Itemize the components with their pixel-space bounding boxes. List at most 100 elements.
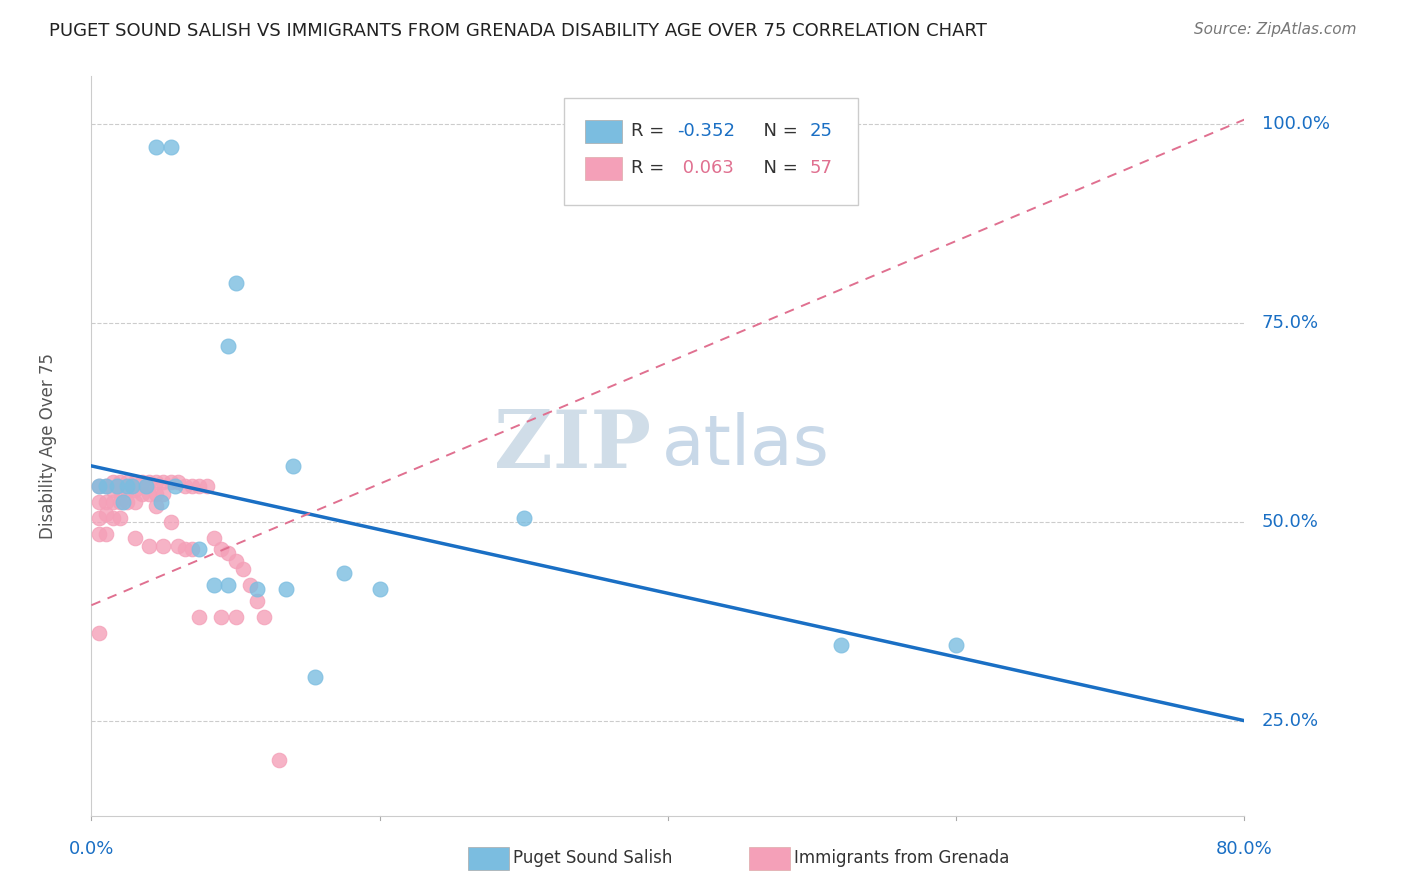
Text: -0.352: -0.352	[678, 122, 735, 140]
Text: 0.063: 0.063	[678, 160, 734, 178]
Point	[117, 494, 139, 508]
Point	[217, 546, 239, 560]
Text: PUGET SOUND SALISH VS IMMIGRANTS FROM GRENADA DISABILITY AGE OVER 75 CORRELATION: PUGET SOUND SALISH VS IMMIGRANTS FROM GR…	[49, 22, 987, 40]
Point	[94, 507, 117, 521]
Text: ZIP: ZIP	[494, 407, 651, 485]
Point	[217, 339, 239, 353]
Point	[217, 578, 239, 592]
Point	[145, 140, 167, 154]
Point	[138, 487, 160, 501]
Point	[101, 494, 124, 508]
Point	[163, 479, 186, 493]
Point	[145, 499, 167, 513]
Point	[117, 483, 139, 497]
Point	[209, 610, 232, 624]
Point	[149, 494, 172, 508]
Point	[87, 494, 110, 508]
Point	[94, 479, 117, 493]
Point	[166, 475, 188, 489]
Point	[225, 610, 247, 624]
Point	[145, 487, 167, 501]
Point	[135, 479, 157, 493]
Point	[267, 754, 290, 768]
Text: 50.0%: 50.0%	[1261, 513, 1319, 531]
Point	[188, 610, 211, 624]
Text: 57: 57	[810, 160, 832, 178]
Point	[945, 638, 967, 652]
Point	[188, 542, 211, 557]
Point	[159, 515, 181, 529]
Point	[124, 475, 146, 489]
Point	[110, 510, 132, 524]
Text: 0.0%: 0.0%	[69, 840, 114, 858]
FancyBboxPatch shape	[585, 156, 621, 180]
Point	[101, 483, 124, 497]
Text: R =: R =	[631, 160, 669, 178]
Point	[513, 510, 536, 524]
Point	[304, 670, 326, 684]
Point	[159, 475, 181, 489]
Point	[124, 483, 146, 497]
Point	[152, 475, 174, 489]
Text: 75.0%: 75.0%	[1261, 314, 1319, 332]
Point	[195, 479, 218, 493]
Point	[94, 479, 117, 493]
Point	[117, 479, 139, 493]
Point	[181, 542, 204, 557]
Point	[131, 487, 153, 501]
Point	[121, 479, 143, 493]
Point	[225, 554, 247, 568]
Point	[152, 487, 174, 501]
Point	[188, 479, 211, 493]
Point	[112, 494, 135, 508]
Point	[138, 539, 160, 553]
Point	[124, 494, 146, 508]
Point	[202, 578, 225, 592]
Text: 25.0%: 25.0%	[1261, 712, 1319, 730]
Text: R =: R =	[631, 122, 669, 140]
Point	[138, 475, 160, 489]
Text: atlas: atlas	[662, 412, 830, 480]
Point	[274, 582, 297, 597]
Point	[246, 582, 269, 597]
Text: Disability Age Over 75: Disability Age Over 75	[38, 353, 56, 539]
Point	[830, 638, 852, 652]
Text: N =: N =	[752, 122, 803, 140]
Point	[202, 531, 225, 545]
Point	[117, 475, 139, 489]
Point	[253, 610, 276, 624]
Point	[110, 475, 132, 489]
FancyBboxPatch shape	[585, 120, 621, 144]
Point	[174, 542, 197, 557]
Point	[94, 494, 117, 508]
Point	[145, 475, 167, 489]
Point	[131, 475, 153, 489]
Point	[246, 594, 269, 608]
Point	[159, 140, 181, 154]
Point	[152, 539, 174, 553]
Point	[281, 458, 305, 473]
Point	[174, 479, 197, 493]
Point	[239, 578, 262, 592]
Point	[181, 479, 204, 493]
Point	[87, 526, 110, 541]
Point	[166, 539, 188, 553]
Point	[87, 479, 110, 493]
FancyBboxPatch shape	[564, 98, 858, 205]
Point	[87, 626, 110, 640]
Point	[225, 276, 247, 290]
Point	[87, 479, 110, 493]
Text: 25: 25	[810, 122, 832, 140]
Text: Immigrants from Grenada: Immigrants from Grenada	[794, 849, 1010, 867]
Text: Puget Sound Salish: Puget Sound Salish	[513, 849, 672, 867]
Point	[209, 542, 232, 557]
Text: 100.0%: 100.0%	[1261, 114, 1330, 133]
Point	[94, 526, 117, 541]
Point	[110, 483, 132, 497]
Point	[110, 494, 132, 508]
Point	[232, 562, 254, 576]
Point	[368, 582, 391, 597]
Text: Source: ZipAtlas.com: Source: ZipAtlas.com	[1194, 22, 1357, 37]
Point	[124, 531, 146, 545]
Point	[332, 566, 354, 581]
